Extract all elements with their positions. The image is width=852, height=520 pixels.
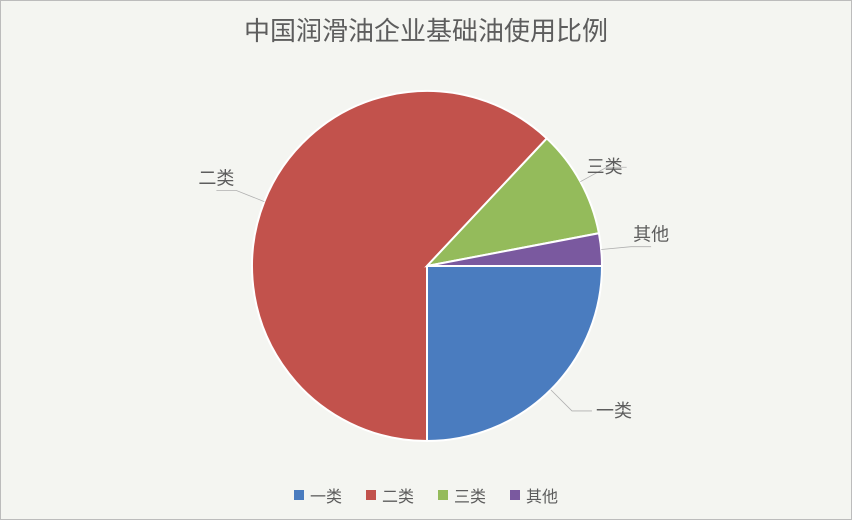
slice-label: 其他 [633,225,669,245]
slice-label: 一类 [596,401,632,421]
legend-swatch [366,490,376,500]
pie-svg: 一类 二类 三类其他 [1,61,852,471]
legend-item: 其他 [510,483,558,507]
legend-label: 三类 [454,483,486,507]
legend-label: 二类 [382,483,414,507]
pie-chart: 一类 二类 三类其他 [1,61,851,471]
chart-container: 中国润滑油企业基础油使用比例 一类二类三类其他 一类二类三类其他 [0,0,852,520]
legend-swatch [294,490,304,500]
slice-label: 二类 [198,169,234,189]
legend-swatch [438,490,448,500]
legend-swatch [510,490,520,500]
legend-item: 三类 [438,483,486,507]
legend-label: 其他 [526,483,558,507]
legend-label: 一类 [310,483,342,507]
chart-title: 中国润滑油企业基础油使用比例 [1,11,851,48]
leader-line [601,247,651,250]
legend-item: 二类 [366,483,414,507]
leader-line [551,390,592,411]
legend: 一类 二类 三类 其他 [1,483,851,507]
slice-label: 三类 [587,157,623,177]
leader-line [216,191,264,202]
legend-item: 一类 [294,483,342,507]
pie-slice [427,266,602,441]
